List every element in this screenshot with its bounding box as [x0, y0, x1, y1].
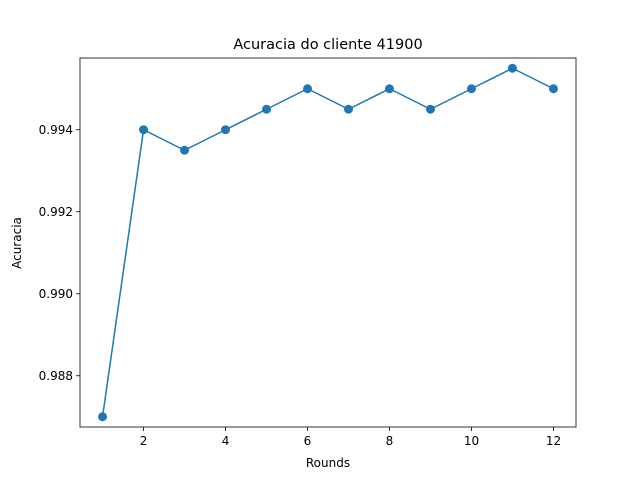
data-point	[384, 84, 394, 94]
x-tick-label: 2	[140, 434, 148, 448]
data-point	[180, 145, 190, 155]
y-axis-label: Acuracia	[10, 217, 24, 269]
data-point	[466, 84, 476, 94]
axes-frame	[79, 57, 577, 428]
data-point	[221, 125, 231, 135]
x-tick-label: 10	[464, 434, 479, 448]
x-tick-label: 12	[546, 434, 561, 448]
x-tick-label: 4	[222, 434, 230, 448]
y-tick-label: 0.994	[39, 123, 73, 137]
y-tick-label: 0.992	[39, 205, 73, 219]
x-tick-label: 8	[386, 434, 394, 448]
data-point	[303, 84, 313, 94]
y-tick-label: 0.990	[39, 287, 73, 301]
data-point	[343, 104, 353, 114]
y-tick-label: 0.988	[39, 369, 73, 383]
chart-title: Acuracia do cliente 41900	[233, 37, 422, 53]
x-tick-label: 6	[304, 434, 312, 448]
x-axis-label: Rounds	[306, 456, 350, 470]
series-line	[101, 67, 555, 418]
data-point	[507, 63, 517, 73]
data-point	[548, 84, 558, 94]
data-point	[139, 125, 149, 135]
plot-area: 2 4 6 8 10 12 0.988 0.990 0.992 0.994	[39, 57, 577, 448]
data-point	[425, 104, 435, 114]
data-point	[98, 412, 108, 422]
data-point	[262, 104, 272, 114]
